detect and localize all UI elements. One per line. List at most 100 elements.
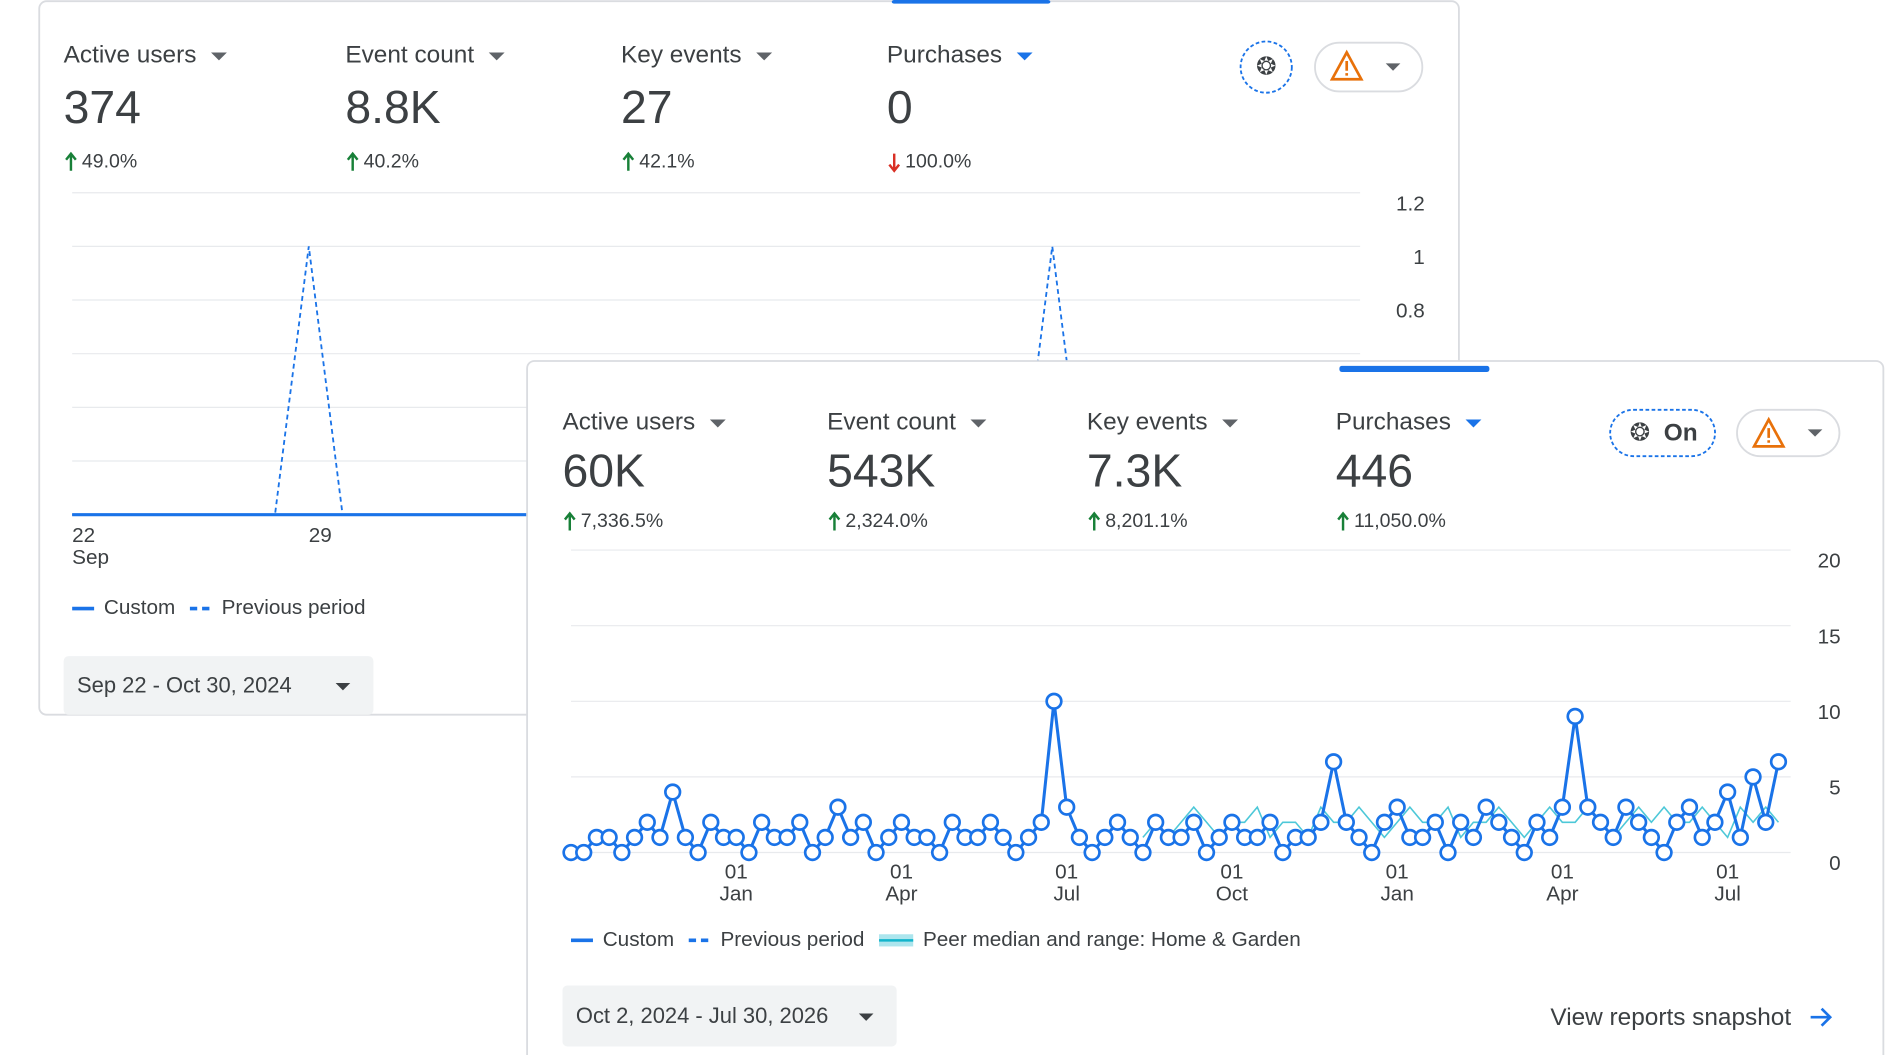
point-marker [930, 843, 949, 862]
point-marker [1541, 828, 1559, 847]
snapshot-link[interactable]: View reports snapshot [1550, 1004, 1791, 1031]
badge-icon: ❂ [1256, 54, 1276, 81]
point-marker [1363, 843, 1381, 862]
point-marker [829, 798, 847, 816]
point-marker [1210, 828, 1228, 847]
point-marker [1248, 828, 1267, 847]
metric-value: 27 [621, 81, 673, 133]
selected-indicator [891, 0, 1051, 4]
dropdown-caret [756, 52, 773, 61]
point-marker [1528, 813, 1546, 831]
point-marker [1579, 798, 1597, 816]
change-arrow [1337, 511, 1349, 531]
metric-value: 374 [64, 81, 141, 133]
metric-label[interactable]: Event count [345, 42, 474, 69]
badge-icon: ❂ [1630, 420, 1650, 447]
point-marker [1452, 813, 1470, 831]
point-marker [575, 843, 593, 862]
point-marker [1121, 828, 1139, 847]
point-marker [1375, 813, 1394, 831]
point-marker [1566, 707, 1584, 726]
y-tick-label: 5 [1829, 777, 1841, 800]
point-marker [1197, 843, 1216, 862]
warning-button[interactable] [1736, 408, 1841, 458]
point-marker [1223, 813, 1241, 831]
x-tick-month: Jul [1714, 883, 1741, 906]
metric-label[interactable]: Key events [621, 42, 742, 69]
metric-label[interactable]: Purchases [1336, 409, 1451, 436]
point-marker [1172, 828, 1190, 847]
point-marker [1147, 813, 1165, 831]
metric-label[interactable]: Active users [64, 42, 197, 69]
dropdown-caret [335, 683, 351, 691]
point-marker [1070, 828, 1089, 847]
change-arrow [346, 151, 359, 171]
badge-pill[interactable] [1609, 408, 1716, 458]
x-tick-label: 01 [890, 861, 913, 884]
change-arrow [1088, 511, 1101, 531]
x-tick-label: 29 [309, 524, 332, 547]
y-tick-label: 15 [1818, 625, 1841, 648]
change-arrow [563, 511, 576, 531]
x-tick-month: Jan [1380, 883, 1413, 906]
badge-button[interactable] [1239, 40, 1293, 94]
metric-change: 49.0% [82, 150, 137, 172]
legend-label: Custom [104, 596, 175, 619]
date-range-button[interactable] [63, 656, 374, 715]
y-tick-label: 1.2 [1396, 192, 1425, 215]
point-marker [1413, 828, 1432, 847]
date-range-label: Oct 2, 2024 - Jul 30, 2026 [576, 1003, 828, 1028]
x-tick-label: 01 [1716, 861, 1739, 884]
point-marker [841, 828, 860, 847]
point-marker [752, 813, 771, 831]
point-marker [816, 828, 834, 847]
change-arrow [65, 151, 77, 171]
metric-label[interactable]: Key events [1087, 409, 1208, 436]
metric-label[interactable]: Event count [827, 409, 956, 436]
point-marker [1655, 843, 1673, 862]
point-marker [778, 828, 796, 847]
point-marker [1388, 798, 1406, 816]
point-marker [918, 828, 936, 847]
metric-change: 40.2% [364, 150, 419, 172]
point-marker [1185, 813, 1203, 831]
point-marker [1502, 828, 1521, 847]
metric-label[interactable]: Active users [562, 409, 695, 436]
point-marker [1604, 828, 1622, 847]
dropdown-caret [211, 52, 227, 61]
point-marker [1350, 828, 1368, 847]
metric-value: 60K [562, 445, 645, 497]
point-marker [943, 813, 961, 831]
point-marker [1019, 828, 1038, 847]
point-marker [613, 843, 631, 862]
point-marker [1731, 828, 1749, 847]
point-marker [1591, 813, 1610, 831]
x-tick-month: Jan [720, 883, 753, 906]
point-marker [638, 813, 656, 831]
dropdown-caret [1385, 63, 1401, 71]
dropdown-caret [1807, 429, 1823, 437]
warning-icon [1751, 416, 1786, 448]
date-range-label: Sep 22 - Oct 30, 2024 [77, 672, 292, 697]
point-marker [651, 828, 669, 847]
warning-button[interactable] [1314, 41, 1424, 93]
point-marker [1261, 813, 1279, 831]
metric-value: 0 [887, 81, 913, 133]
x-tick-label: 01 [1386, 861, 1409, 884]
dropdown-caret [1222, 419, 1239, 428]
card-frame [526, 360, 1885, 1055]
metric-change: 7,336.5% [581, 510, 663, 532]
point-marker [867, 843, 885, 862]
legend-label: Peer median and range: Home & Garden [923, 928, 1301, 951]
point-marker [969, 828, 987, 847]
point-marker [1324, 753, 1343, 771]
point-marker [1274, 843, 1292, 862]
point-marker [1490, 813, 1508, 831]
metric-label[interactable]: Purchases [887, 42, 1002, 69]
change-arrow [622, 151, 635, 171]
date-range-button[interactable] [562, 985, 897, 1047]
point-marker [854, 813, 872, 831]
dropdown-caret [1016, 52, 1033, 61]
metric-value: 8.8K [345, 81, 440, 133]
legend-label: Previous period [720, 928, 864, 951]
